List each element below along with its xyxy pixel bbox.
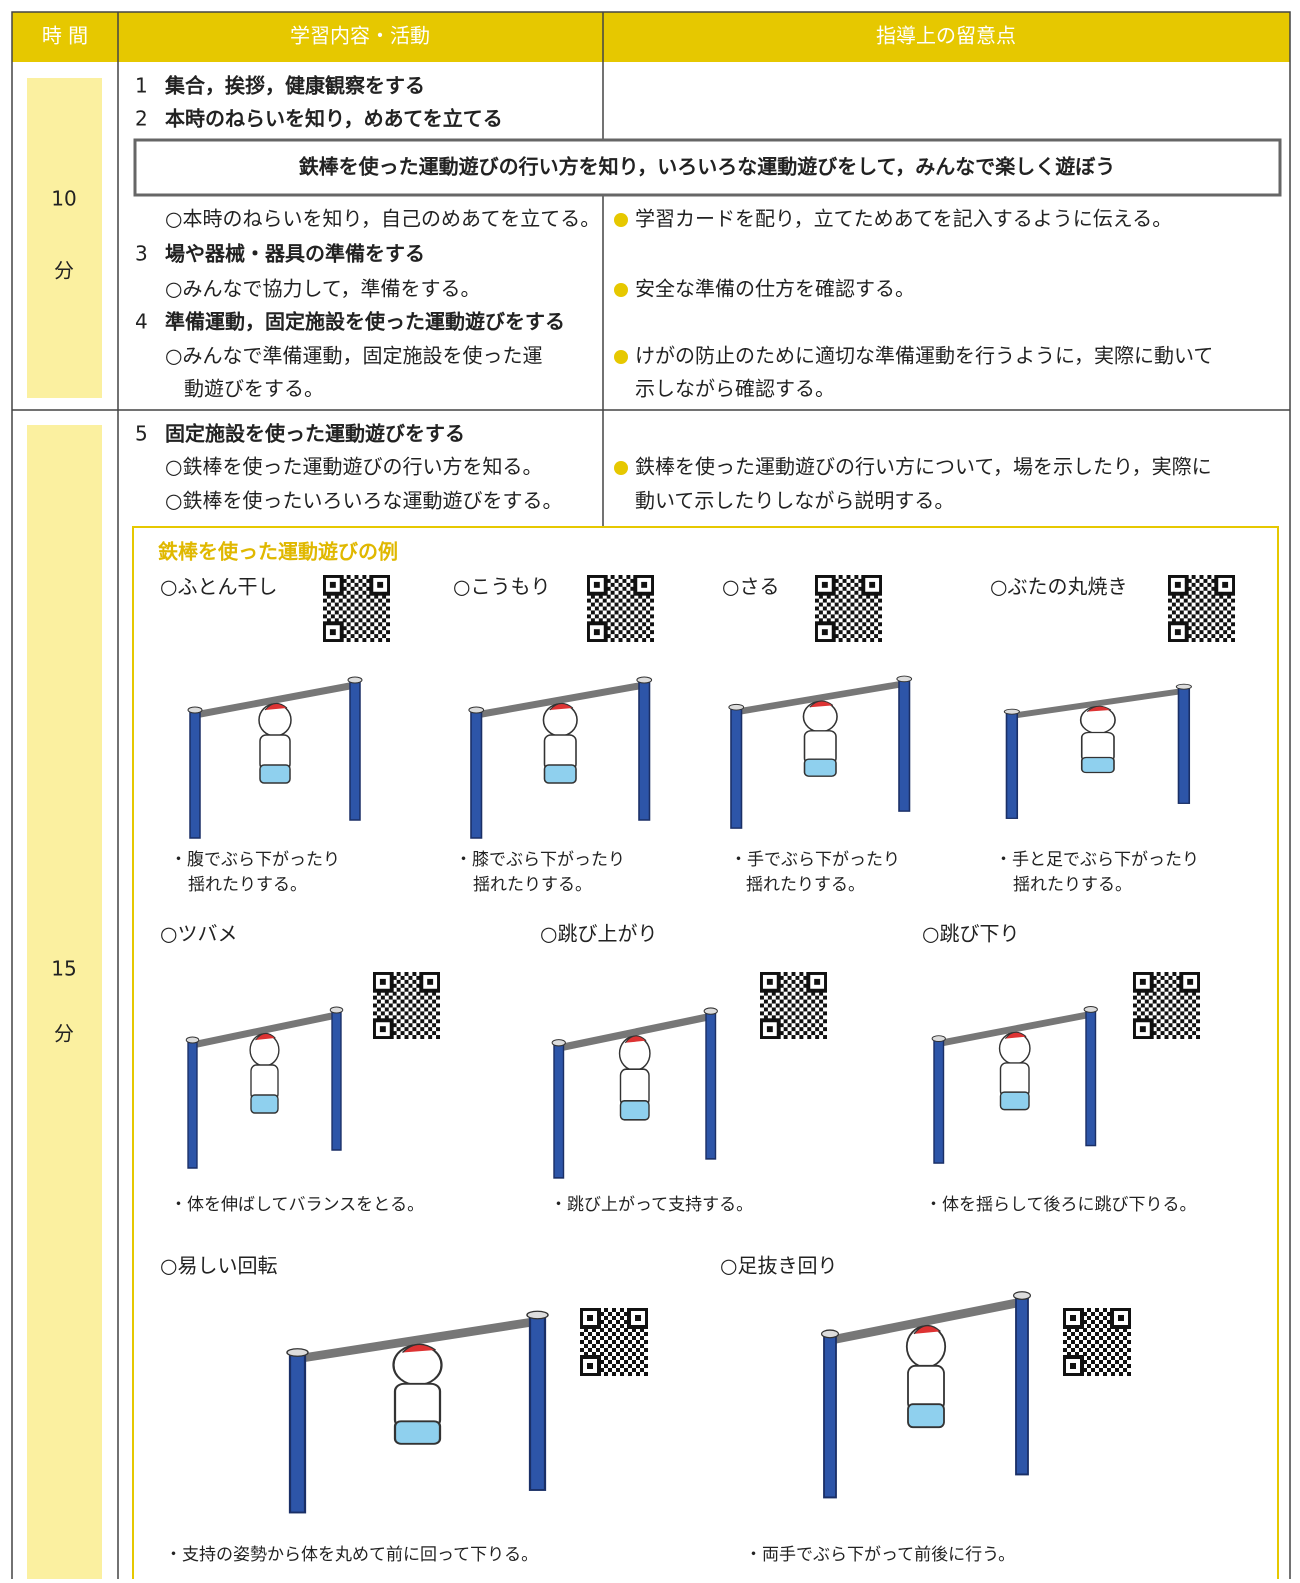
bullet	[614, 350, 628, 364]
example-name: ○さる	[722, 575, 779, 599]
example-name: ○ぶたの丸焼き	[990, 575, 1127, 599]
example-caption: 揺れたりする。	[746, 875, 865, 895]
example-name: ○足抜き回り	[720, 1254, 837, 1278]
goal-text: 鉄棒を使った運動遊びの行い方を知り，いろいろな運動遊びをして，みんなで楽しく遊ぼ…	[299, 155, 1116, 179]
header-cell: 時 間	[42, 24, 88, 48]
note: 示しながら確認する。	[635, 377, 835, 401]
example-name: ○ツバメ	[160, 922, 237, 946]
step-number: 5	[135, 422, 148, 446]
step-title: 本時のねらいを知り，めあてを立てる	[165, 107, 503, 131]
step-title: 集合，挨拶，健康観察をする	[164, 74, 425, 98]
qr-code	[587, 575, 654, 642]
step-title: 場や器械・器具の準備をする	[165, 242, 425, 266]
example-caption: ・支持の姿勢から体を丸めて前に回って下りる。	[165, 1545, 538, 1565]
qr-code	[760, 972, 827, 1039]
step-title: 固定施設を使った運動遊びをする	[165, 422, 465, 446]
example-caption: ・手と足でぶら下がったり	[995, 850, 1199, 870]
step-title: 準備運動，固定施設を使った運動遊びをする	[165, 310, 565, 334]
step-number: 4	[135, 310, 148, 334]
activity-detail: 動遊びをする。	[184, 377, 324, 401]
note: けがの防止のために適切な準備運動を行うように，実際に動いて	[635, 344, 1213, 368]
qr-code	[580, 1308, 648, 1376]
note: 安全な準備の仕方を確認する。	[635, 277, 915, 301]
time-cell	[27, 78, 102, 398]
header-bar	[12, 12, 1290, 62]
qr-code	[373, 972, 440, 1039]
activity-detail: ○本時のねらいを知り，自己のめあてを立てる。	[165, 207, 600, 231]
step-number: 2	[135, 107, 148, 131]
activity-detail: ○みんなで協力して，準備をする。	[165, 277, 480, 301]
example-name: ○こうもり	[453, 575, 550, 599]
example-caption: ・両手でぶら下がって前後に行う。	[745, 1545, 1015, 1565]
activity-detail: ○みんなで準備運動，固定施設を使った運	[165, 344, 542, 368]
qr-code	[1133, 972, 1200, 1039]
note: 鉄棒を使った運動遊びの行い方について，場を示したり，実際に	[635, 455, 1212, 479]
qr-code	[1063, 1308, 1131, 1376]
example-caption: 揺れたりする。	[1013, 875, 1132, 895]
note: 学習カードを配り，立てためあてを記入するように伝える。	[635, 207, 1172, 231]
example-caption: ・膝でぶら下がったり	[455, 850, 625, 870]
step-number: 1	[135, 74, 148, 98]
example-name: ○易しい回転	[160, 1254, 277, 1278]
activity-detail: ○鉄棒を使った運動遊びの行い方を知る。	[165, 455, 542, 479]
qr-code	[323, 575, 390, 642]
example-caption: 揺れたりする。	[188, 875, 307, 895]
bullet	[614, 461, 628, 475]
time-cell	[27, 425, 102, 1583]
example-caption: ・腹でぶら下がったり	[170, 850, 340, 870]
example-caption: ・体を揺らして後ろに跳び下りる。	[925, 1195, 1197, 1215]
header-cell: 指導上の留意点	[876, 24, 1016, 48]
bullet	[614, 213, 628, 227]
example-caption: ・体を伸ばしてバランスをとる。	[170, 1195, 424, 1215]
qr-code	[815, 575, 882, 642]
step-number: 3	[135, 242, 148, 266]
time-unit: 分	[54, 1022, 74, 1046]
time-minutes: 15	[51, 957, 76, 981]
example-caption: ・手でぶら下がったり	[730, 850, 900, 870]
example-caption: ・跳び上がって支持する。	[550, 1195, 753, 1215]
bullet	[614, 283, 628, 297]
time-unit: 分	[54, 259, 74, 283]
example-caption: 揺れたりする。	[473, 875, 592, 895]
example-name: ○跳び上がり	[540, 922, 657, 946]
example-name: ○跳び下り	[922, 922, 1019, 946]
examples-title: 鉄棒を使った運動遊びの例	[158, 540, 398, 564]
note: 動いて示したりしながら説明する。	[635, 489, 954, 513]
qr-code	[1168, 575, 1235, 642]
time-minutes: 10	[51, 187, 76, 211]
goal-box	[133, 138, 1282, 197]
header-cell: 学習内容・活動	[290, 24, 430, 48]
example-name: ○ふとん干し	[160, 575, 277, 599]
activity-detail: ○鉄棒を使ったいろいろな運動遊びをする。	[165, 489, 562, 513]
